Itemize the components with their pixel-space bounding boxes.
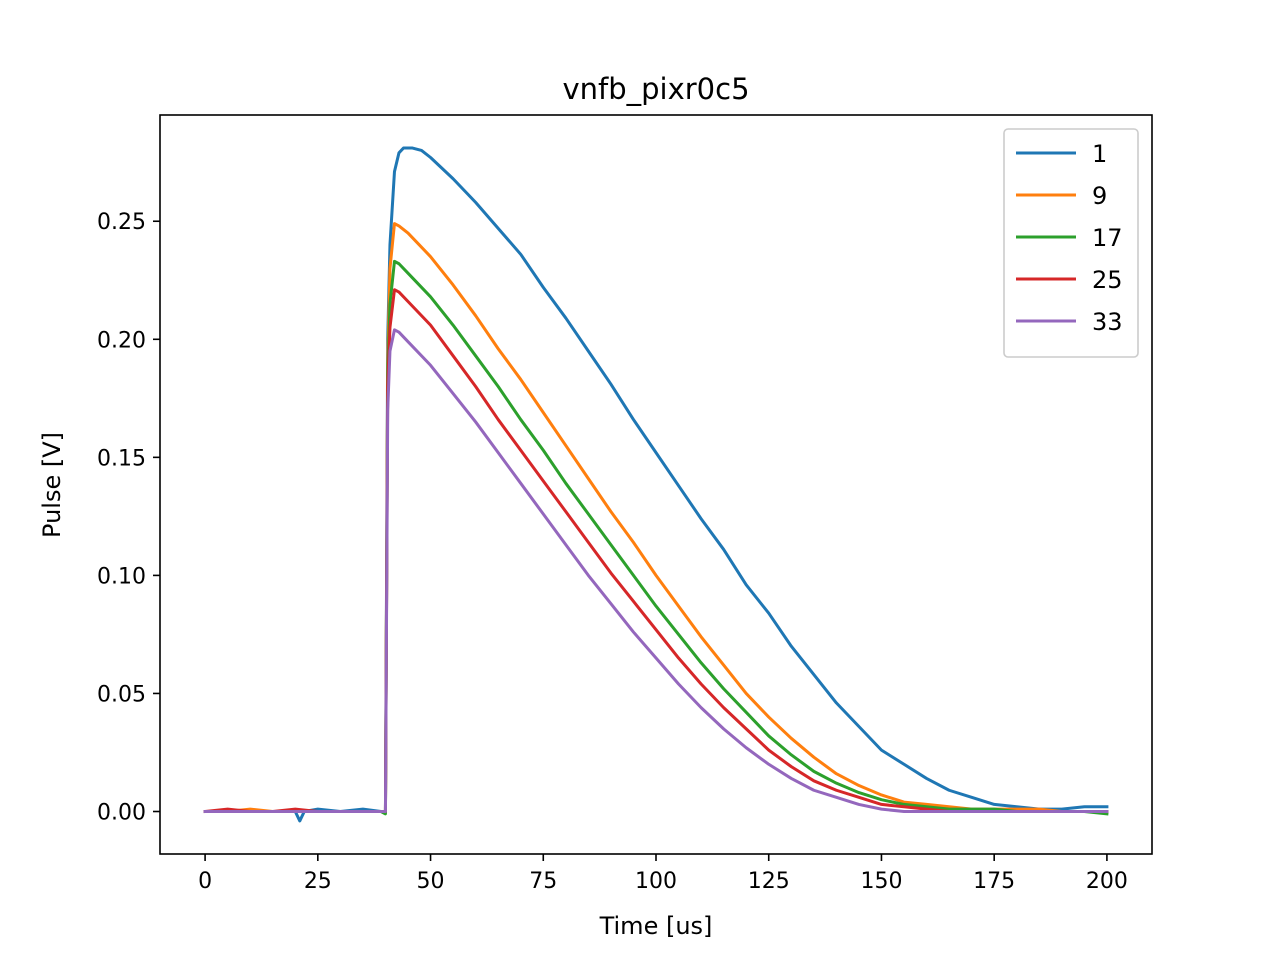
chart-title: vnfb_pixr0c5 <box>562 72 749 106</box>
x-axis-label: Time [us] <box>599 912 713 940</box>
y-axis-label: Pulse [V] <box>38 432 66 538</box>
x-tick-label: 150 <box>860 869 902 894</box>
x-tick-label: 125 <box>748 869 790 894</box>
series-layer <box>203 146 1109 823</box>
legend-label-33: 33 <box>1092 308 1123 336</box>
legend: 1 9 17 25 33 <box>1003 128 1139 358</box>
x-axis: 0 25 50 75 100 125 150 175 200 <box>198 854 1128 894</box>
legend-label-1: 1 <box>1092 140 1107 168</box>
series-line-33 <box>203 328 1109 813</box>
y-tick-label: 0.25 <box>97 210 146 235</box>
x-tick-label: 50 <box>417 869 445 894</box>
y-tick-label: 0.15 <box>97 446 146 471</box>
y-tick-label: 0.20 <box>97 328 146 353</box>
legend-label-17: 17 <box>1092 224 1123 252</box>
y-tick-label: 0.10 <box>97 564 146 589</box>
x-tick-label: 25 <box>304 869 332 894</box>
x-tick-label: 75 <box>529 869 557 894</box>
legend-label-9: 9 <box>1092 182 1107 210</box>
y-tick-label: 0.00 <box>97 801 146 826</box>
x-tick-label: 0 <box>198 869 212 894</box>
legend-box <box>1003 128 1139 358</box>
x-tick-label: 200 <box>1086 869 1128 894</box>
y-tick-label: 0.05 <box>97 682 146 707</box>
x-tick-label: 100 <box>635 869 677 894</box>
y-axis: 0.00 0.05 0.10 0.15 0.20 0.25 <box>97 210 160 826</box>
legend-label-25: 25 <box>1092 266 1123 294</box>
x-tick-label: 175 <box>973 869 1015 894</box>
